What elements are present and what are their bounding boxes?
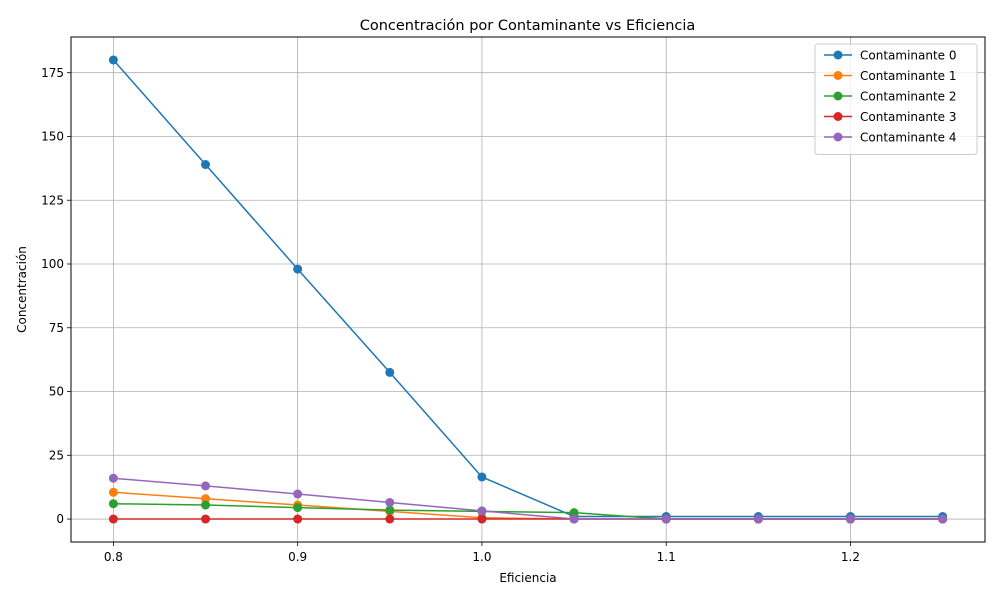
data-point (569, 514, 579, 524)
legend-label: Contaminante 2 (860, 89, 957, 103)
legend-marker (833, 50, 843, 60)
data-point (108, 487, 118, 497)
data-point (201, 160, 211, 170)
legend-label: Contaminante 4 (860, 130, 957, 144)
data-point (293, 514, 303, 524)
legend-item: Contaminante 4 (824, 130, 957, 144)
data-point (108, 473, 118, 483)
data-point (477, 506, 487, 516)
y-tick-label: 0 (56, 512, 64, 526)
plot-area-frame (70, 36, 986, 543)
legend-item: Contaminante 3 (824, 110, 957, 124)
y-tick-label: 50 (49, 385, 64, 399)
x-tick-label: 1.1 (657, 550, 676, 564)
legend-item: Contaminante 0 (824, 48, 957, 62)
legend-item: Contaminante 2 (824, 89, 957, 103)
legend-marker (833, 91, 843, 101)
data-point (477, 472, 487, 482)
y-tick-label: 75 (49, 321, 64, 335)
legend-marker (833, 112, 843, 121)
x-tick-label: 1.2 (841, 550, 860, 564)
series-2 (108, 499, 948, 524)
legend-marker (833, 71, 843, 80)
legend-label: Contaminante 3 (860, 110, 957, 124)
series-line (112, 59, 943, 518)
data-point (385, 505, 395, 515)
data-point (753, 514, 763, 524)
data-point (108, 499, 118, 509)
y-tick-label: 175 (41, 66, 64, 80)
series-line (113, 477, 943, 520)
x-tick-label: 0.8 (104, 550, 123, 564)
data-point (108, 55, 118, 65)
y-tick-label: 150 (41, 130, 64, 144)
data-point (385, 514, 395, 524)
legend-item: Contaminante 1 (824, 69, 957, 83)
x-tick-label: 0.9 (288, 550, 307, 564)
x-tick-label: 1.0 (472, 550, 491, 564)
series-group (108, 55, 948, 524)
legend-label: Contaminante 0 (860, 48, 957, 62)
data-point (845, 514, 855, 524)
series-4 (108, 473, 948, 524)
data-point (385, 497, 395, 507)
data-point (661, 514, 671, 524)
data-point (201, 500, 211, 510)
legend-box (814, 43, 978, 155)
legend-label: Contaminante 1 (860, 69, 957, 83)
chart-title: Concentración por Contaminante vs Eficie… (360, 18, 696, 34)
legend-marker (833, 132, 843, 142)
data-point (201, 514, 211, 524)
y-tick-label: 125 (41, 193, 64, 207)
legend: Contaminante 0 Contaminante 1 Contaminante… (814, 43, 978, 155)
data-point (201, 481, 211, 491)
y-tick-label: 25 (49, 448, 64, 462)
data-point (569, 508, 579, 518)
y-axis-label: Concentración (15, 246, 29, 333)
data-point (477, 514, 487, 524)
data-point (293, 264, 303, 274)
data-point (938, 514, 948, 524)
data-point (201, 494, 211, 504)
data-point (385, 367, 395, 377)
axes: 0.8 0.9 1.0 1.1 1.2 0 25 50 75 100 125 150 175 (41, 66, 860, 564)
data-point (293, 503, 303, 513)
x-axis-label: Eficiencia (499, 571, 556, 585)
data-point (293, 489, 303, 499)
y-tick-label: 100 (41, 257, 64, 271)
data-point (108, 514, 118, 524)
